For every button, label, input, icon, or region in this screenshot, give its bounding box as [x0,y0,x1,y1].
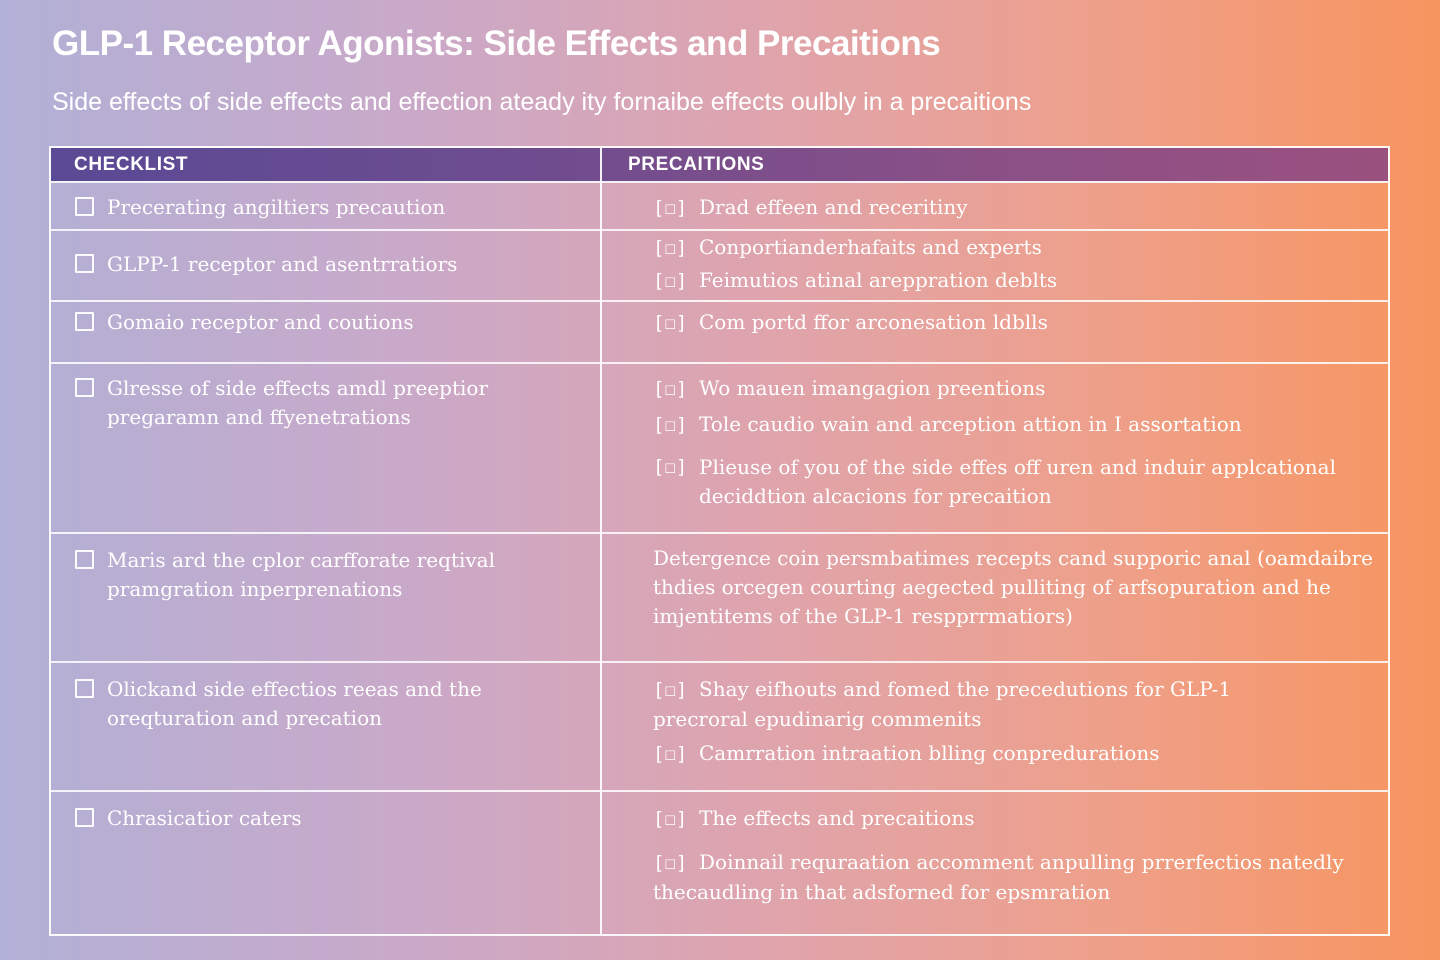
precaution-item: [☐] Drad effeen and receritiny [653,193,1363,223]
column-divider [600,148,602,934]
precaution-checkbox-icon[interactable]: [☐] [653,679,688,701]
page-subtitle: Side effects of side effects and effecti… [52,88,1032,116]
table-row: Gomaio receptor and coutions [☐] Com port… [51,302,1388,364]
header-checklist: CHECKLIST [74,154,189,175]
precaution-checkbox-icon[interactable]: [☐] [653,237,688,259]
precaution-item: [☐] Com portd ffor arconesation ldblls [653,308,1363,338]
header-precautions: PRECAITIONS [628,154,765,175]
precaution-text: Com portd ffor arconesation ldblls [699,310,1048,334]
precaution-item: [☐] Tole caudio wain and arception attion… [653,410,1363,440]
checklist-item-text: Precerating angiltiers precaution [107,195,446,219]
checkbox[interactable] [75,254,94,273]
precaution-text: Plieuse of you of the side effes off ure… [699,455,1336,508]
checkbox[interactable] [75,808,94,827]
precaution-item: [☐] Wo mauen imangagion preentions [653,374,1363,404]
precaution-checkbox-icon[interactable]: [☐] [653,270,688,292]
table-header: CHECKLIST PRECAITIONS [51,148,1388,183]
precaution-checkbox-icon[interactable]: [☐] [653,378,688,400]
precaution-text: Wo mauen imangagion preentions [699,376,1046,400]
precaution-item: [☐] The effects and precaitions [653,804,1363,834]
precaution-item: [☐] Feimutios atinal areppration deblts [653,266,1363,296]
page-title: GLP-1 Receptor Agonists: Side Effects an… [52,24,941,63]
precaution-text: Camrration intraation blling conpredurat… [699,741,1160,765]
precaution-item: [☐] Plieuse of you of the side effes off … [653,453,1363,511]
precaution-text: Conportianderhafaits and experts [699,235,1042,259]
checklist-item-text: Olickand side effectios reeas and the or… [107,677,482,730]
precaution-checkbox-icon[interactable]: [☐] [653,197,688,219]
checklist-item-text: Maris ard the cplor carfforate reqtival … [107,548,495,601]
precaution-checkbox-icon[interactable]: [☐] [653,414,688,436]
checkbox[interactable] [75,312,94,331]
table-row: GLPP-1 receptor and asentrratiors [☐] Con… [51,231,1388,302]
precaution-text: Feimutios atinal areppration deblts [699,268,1058,292]
precaution-checkbox-icon[interactable]: [☐] [653,808,688,830]
table-row: Olickand side effectios reeas and the or… [51,663,1388,792]
precaution-checkbox-icon[interactable]: [☐] [653,852,688,874]
precaution-item: [☐] Conportianderhafaits and experts [653,233,1363,263]
table-row: Chrasicatior caters [☐] The effects and p… [51,792,1388,936]
checklist-item-text: Glresse of side effects amdl preeptior p… [107,376,489,429]
table-row: Glresse of side effects amdl preeptior p… [51,364,1388,534]
checklist-item-text: GLPP-1 receptor and asentrratiors [107,252,458,276]
precaution-checkbox-icon[interactable]: [☐] [653,743,688,765]
precaution-text: Shay eifhouts and fomed the precedutions… [653,677,1232,731]
checkbox[interactable] [75,197,94,216]
precaution-text: The effects and precaitions [699,806,975,830]
checkbox[interactable] [75,550,94,569]
precaution-text: Doinnail requraation accomment anpulling… [653,850,1344,904]
table-row: Precerating angiltiers precaution [☐] Dra… [51,183,1388,231]
precaution-checkbox-icon[interactable]: [☐] [653,456,688,478]
table-row: Maris ard the cplor carfforate reqtival … [51,534,1388,663]
precaution-paragraph: Detergence coin persmbatimes recepts can… [653,546,1374,628]
precaution-item: [☐] Shay eifhouts and fomed the preceduti… [653,675,1253,734]
checklist-item-text: Chrasicatior caters [107,806,302,830]
checkbox[interactable] [75,679,94,698]
precaution-text: Drad effeen and receritiny [699,195,968,219]
precaution-checkbox-icon[interactable]: [☐] [653,312,688,334]
checkbox[interactable] [75,378,94,397]
precaution-item: [☐] Camrration intraation blling conpredu… [653,739,1363,769]
checklist-item-text: Gomaio receptor and coutions [107,310,414,334]
precaution-item: [☐] Doinnail requraation accomment anpull… [653,848,1373,907]
checklist-precautions-table: CHECKLIST PRECAITIONS Precerating angilt… [49,146,1390,936]
precaution-text: Tole caudio wain and arception attion in… [699,412,1242,436]
